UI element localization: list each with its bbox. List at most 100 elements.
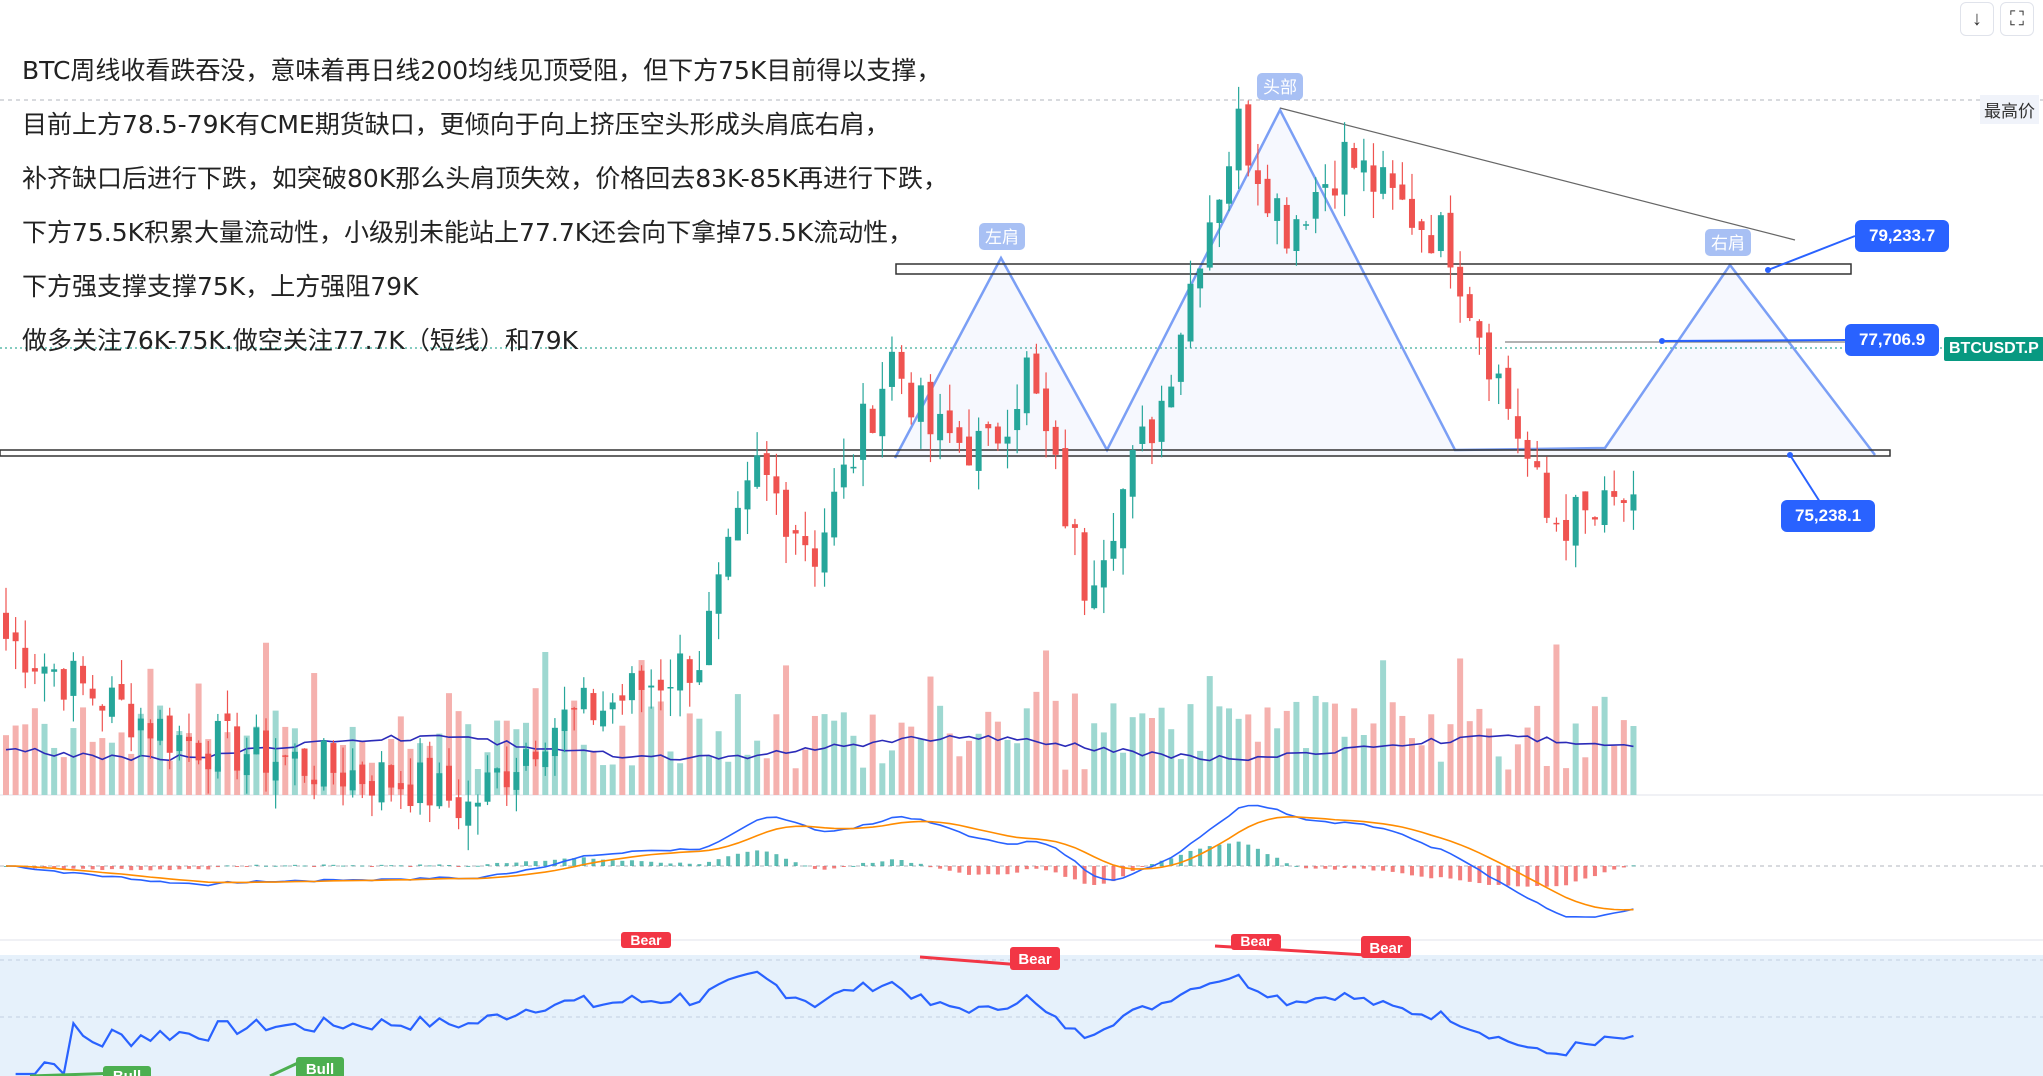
fullscreen-button[interactable]: ⛶ (2000, 2, 2034, 36)
candle-body (1495, 373, 1502, 379)
candle-body (1197, 268, 1204, 289)
candle-body (205, 753, 212, 770)
bull-label-2: Bull (296, 1057, 344, 1076)
volume-bar (1264, 707, 1271, 795)
candle-body (1110, 540, 1117, 559)
volume-bar (667, 751, 674, 795)
volume-bar (1254, 741, 1261, 795)
callout-pointer-77706 (1661, 339, 1846, 342)
macd-hist-bar (812, 866, 817, 869)
candle-body (157, 718, 164, 741)
callout-pointer-75238 (1789, 454, 1821, 503)
candle-body (166, 715, 173, 753)
candle-body (551, 727, 558, 757)
candle-body (792, 530, 799, 534)
download-button[interactable]: ↓ (1960, 2, 1994, 36)
price-label-75238[interactable]: 75,238.1 (1781, 500, 1876, 532)
volume-bar (677, 763, 684, 795)
candle-body (1591, 517, 1598, 520)
volume-bar (619, 725, 626, 795)
candle-body (3, 612, 9, 639)
candle-body (966, 436, 972, 466)
volume-bar (1312, 695, 1319, 795)
candle-body (1486, 332, 1493, 380)
volume-bar (927, 676, 934, 795)
volume-bar (734, 694, 741, 795)
macd-hist-bar (841, 866, 846, 867)
volume-bar (224, 732, 231, 795)
macd-hist-bar (1294, 865, 1299, 867)
candle-body (176, 735, 183, 752)
candle-body (1177, 334, 1184, 382)
price-label-77706[interactable]: 77,706.9 (1845, 324, 1940, 356)
macd-hist-bar (1063, 866, 1068, 877)
candle-body (975, 430, 982, 471)
volume-bar (705, 755, 712, 795)
candle-body (1014, 408, 1021, 431)
macd-hist-bar (283, 865, 288, 867)
macd-hist-bar (235, 866, 240, 867)
candle-body (99, 705, 106, 711)
price-label-79233[interactable]: 79,233.7 (1855, 220, 1950, 252)
candle-body (436, 773, 443, 807)
right-shoulder-text: 右肩 (1711, 234, 1745, 254)
macd-hist-bar (100, 866, 105, 871)
support-zone (0, 449, 1891, 457)
macd-hist-bar (1631, 865, 1636, 867)
candle-body (1620, 500, 1627, 503)
macd-hist-bar (1448, 866, 1453, 879)
bear-text-1: Bear (630, 932, 662, 948)
candle-body (1447, 212, 1454, 268)
macd-hist-bar (1149, 864, 1154, 866)
volume-bar (811, 715, 818, 795)
macd-hist-bar (784, 858, 789, 866)
candle-body (1148, 419, 1155, 444)
macd-hist-bar (167, 866, 172, 871)
candle-body (1351, 148, 1358, 168)
macd-hist-bar (716, 859, 721, 866)
macd-hist-bar (369, 866, 374, 867)
bull-text-1: Bull (113, 1068, 141, 1076)
macd-hist-bar (572, 858, 577, 866)
volume-bar (609, 764, 616, 795)
volume-bar (1129, 717, 1136, 795)
macd-hist-bar (1217, 844, 1222, 866)
macd-hist-bar (687, 863, 692, 866)
candle-body (821, 532, 828, 573)
volume-bar (1206, 676, 1213, 795)
macd-hist-bar (177, 866, 182, 870)
candle-body (571, 708, 578, 710)
candle-body (224, 713, 231, 721)
volume-bar (51, 747, 58, 795)
volume-bar (70, 728, 77, 795)
volume-bar (80, 707, 87, 795)
candle-body (349, 770, 356, 791)
candle-body (590, 693, 597, 721)
candle-body (696, 670, 703, 683)
volume-bar (783, 665, 790, 795)
candle-body (1033, 353, 1040, 394)
volume-bar (1120, 752, 1127, 795)
volume-bar (696, 718, 703, 795)
volume-bar (686, 713, 693, 795)
pattern-fill (895, 110, 1875, 458)
candle-body (956, 427, 963, 443)
macd-hist-bar (437, 864, 442, 866)
macd-hist-bar (649, 861, 654, 866)
candle-body (725, 536, 732, 577)
volume-bar (1582, 757, 1589, 795)
candle-body (879, 388, 886, 437)
macd-hist-bar (1284, 863, 1289, 866)
callout-dot-77706 (1659, 338, 1665, 344)
volume-bar (1389, 702, 1396, 795)
callout-pointer-79233 (1767, 235, 1856, 271)
macd-hist-bar (735, 853, 740, 866)
callout-dot-79233 (1765, 267, 1771, 273)
candle-body (272, 761, 279, 781)
head-shoulders-pattern-line (893, 107, 1876, 459)
volume-bar (494, 720, 501, 795)
bear-label-4: Bear (1361, 936, 1411, 958)
volume-bar (600, 765, 607, 795)
macd-hist-bar (938, 866, 943, 869)
